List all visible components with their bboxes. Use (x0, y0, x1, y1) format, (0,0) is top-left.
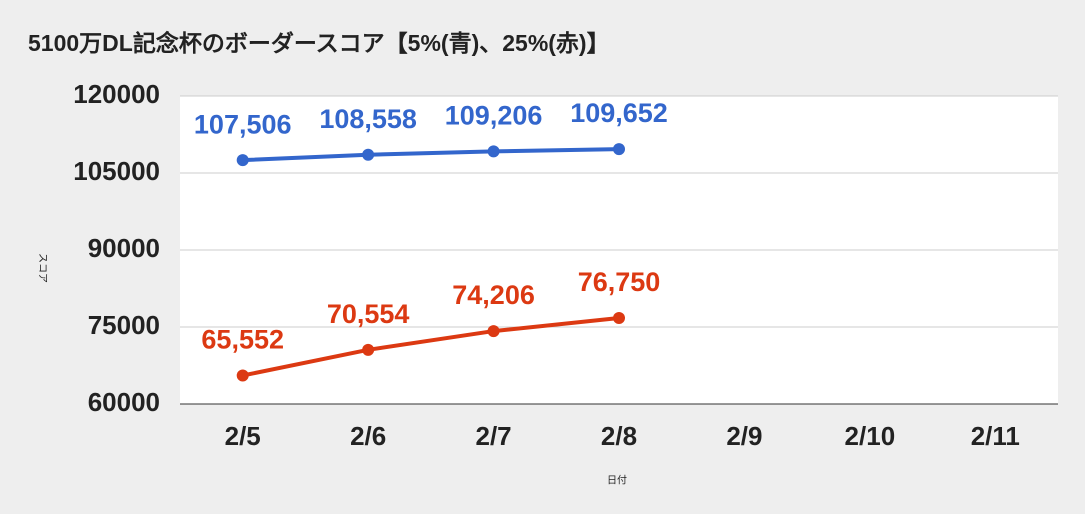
data-point (236, 154, 249, 167)
y-tick-label: 105000 (73, 156, 160, 186)
x-tick-label: 2/7 (475, 421, 511, 451)
y-tick-label: 90000 (88, 233, 160, 263)
series-line (242, 316, 620, 378)
data-label: 65,552 (201, 325, 284, 355)
x-tick-label: 2/6 (350, 421, 386, 451)
chart-title: 5100万DL記念杯のボーダースコア【5%(青)、25%(赤)】 (28, 30, 610, 56)
data-label: 76,750 (578, 267, 661, 297)
data-point (236, 369, 249, 382)
data-point (362, 148, 375, 161)
data-point (613, 312, 625, 325)
data-point (613, 143, 625, 156)
y-tick-label: 75000 (88, 310, 160, 340)
x-tick-label: 2/9 (726, 421, 762, 451)
data-point (362, 343, 375, 356)
y-tick-label: 120000 (73, 79, 160, 109)
data-label: 109,652 (570, 98, 668, 128)
data-label: 74,206 (452, 280, 535, 310)
x-tick-label: 2/11 (971, 421, 1020, 451)
data-label: 108,558 (319, 104, 417, 134)
x-tick-label: 2/10 (845, 421, 896, 451)
y-axis-title: スコア (36, 253, 47, 283)
data-label: 109,206 (445, 101, 543, 131)
x-tick-label: 2/8 (601, 421, 637, 451)
data-label: 107,506 (194, 109, 292, 139)
data-point (487, 145, 500, 158)
data-point (487, 325, 500, 338)
y-tick-label: 60000 (88, 387, 160, 417)
data-label: 70,554 (327, 299, 410, 329)
series-line (242, 147, 620, 163)
x-axis-title: 日付 (607, 474, 627, 487)
x-tick-label: 2/5 (225, 421, 261, 451)
